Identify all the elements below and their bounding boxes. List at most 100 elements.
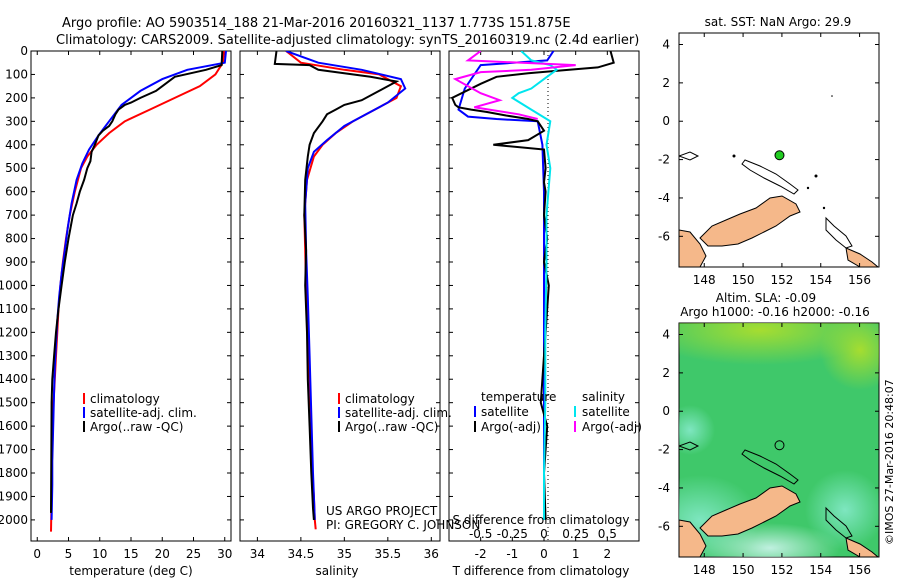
y-tick-label: 500 bbox=[5, 161, 28, 175]
x-tick-label: 10 bbox=[92, 547, 107, 561]
series-salinity-argo-adj- bbox=[452, 51, 576, 120]
map-x-tick-label: 154 bbox=[809, 563, 832, 577]
salinity-series bbox=[273, 51, 407, 530]
series-argo-raw-qc- bbox=[273, 51, 400, 520]
series-climatology bbox=[285, 51, 403, 530]
salinity-frame bbox=[239, 50, 441, 542]
salinity-diff-tick-label: 0 bbox=[540, 527, 548, 541]
difference-series bbox=[450, 51, 615, 520]
temperature-panel: 0100200300400500600700800900100011001200… bbox=[0, 44, 232, 578]
series-salinity-satellite bbox=[510, 51, 559, 520]
map-y-tick-label: -2 bbox=[658, 443, 670, 457]
sla-map-field bbox=[679, 323, 879, 557]
salinity-diff-tick-label: 0.5 bbox=[598, 527, 617, 541]
map-y-tick-label: 2 bbox=[662, 366, 670, 380]
bougainville-island bbox=[825, 216, 853, 249]
x-tick-label: -1 bbox=[506, 547, 518, 561]
project-credit: US ARGO PROJECT bbox=[326, 504, 438, 518]
float-position-marker bbox=[774, 440, 785, 451]
sla-map-y-ticks: 4 2 0 -2 -4 -6 bbox=[658, 328, 879, 533]
admiralty-islands bbox=[679, 151, 700, 161]
y-tick-label: 900 bbox=[5, 255, 28, 269]
salinity-diff-tick-label: -0.25 bbox=[497, 527, 528, 541]
header-line1: Argo profile: AO 5903514_188 21-Mar-2016… bbox=[62, 16, 571, 31]
x-tick-label: 1 bbox=[572, 547, 580, 561]
x-tick-label: 34 bbox=[250, 547, 265, 561]
sst-map-y-ticks: 4 2 0 -2 -4 -6 bbox=[658, 38, 879, 243]
sla-map-panel: Altim. SLA: -0.09 Argo h1000: -0.16 h200… bbox=[658, 291, 880, 577]
sla-map-title-line2: Argo h1000: -0.16 h2000: -0.16 bbox=[680, 305, 870, 319]
x-tick-label: 25 bbox=[186, 547, 201, 561]
x-tick-label: 34.5 bbox=[288, 547, 315, 561]
x-tick-label: 0 bbox=[33, 547, 41, 561]
small-island-2 bbox=[814, 174, 818, 178]
y-tick-label: 100 bbox=[5, 67, 28, 81]
map-x-tick-label: 152 bbox=[770, 563, 793, 577]
map-x-tick-label: 154 bbox=[809, 273, 832, 287]
salinity-panel: 34 34.5 35 35.5 36 salinity climatology sate… bbox=[239, 50, 480, 578]
salinity-y-ticks bbox=[240, 50, 440, 521]
series-satellite-adj-clim- bbox=[50, 51, 227, 520]
map-y-tick-label: -4 bbox=[658, 191, 670, 205]
y-tick-label: 700 bbox=[5, 208, 28, 222]
imos-credit: ©IMOS 27-Mar-2016 20:48:07 bbox=[883, 379, 896, 545]
small-island-5 bbox=[822, 206, 826, 210]
series-temperature-satellite bbox=[457, 51, 555, 520]
sst-map-panel: sat. SST: NaN Argo: 29.9 4 2 0 -2 -4 -6 148 15… bbox=[658, 15, 880, 287]
x-tick-label: 20 bbox=[155, 547, 170, 561]
map-y-tick-label: -4 bbox=[658, 481, 670, 495]
x-tick-label: 15 bbox=[123, 547, 138, 561]
new-guinea-coast bbox=[679, 229, 707, 267]
map-y-tick-label: 4 bbox=[662, 38, 670, 52]
y-tick-label: 1100 bbox=[0, 302, 28, 316]
new-ireland-island bbox=[741, 449, 799, 485]
y-tick-label: 1300 bbox=[0, 349, 28, 363]
new-ireland-island bbox=[741, 159, 799, 195]
small-island-1 bbox=[732, 154, 736, 158]
y-tick-label: 1900 bbox=[0, 489, 28, 503]
legend-label-climatology: climatology bbox=[345, 392, 415, 406]
y-tick-label: 800 bbox=[5, 232, 28, 246]
sla-map-x-ticks: 148 150 152 154 156 bbox=[693, 323, 871, 577]
series-argo-raw-qc- bbox=[50, 51, 224, 513]
legend-label-t-argo: Argo(-adj) bbox=[481, 420, 541, 434]
map-y-tick-label: 4 bbox=[662, 328, 670, 342]
difference-x-ticks: -2 -1 0 1 2 bbox=[475, 51, 611, 561]
new-britain-island bbox=[699, 195, 801, 247]
map-y-tick-label: 0 bbox=[662, 114, 670, 128]
map-x-tick-label: 150 bbox=[732, 273, 755, 287]
map-x-tick-label: 150 bbox=[732, 563, 755, 577]
temperature-legend: climatology satellite-adj. clim. Argo(..… bbox=[83, 392, 197, 434]
legend-title-temperature: temperature bbox=[481, 390, 556, 404]
x-tick-label: 2 bbox=[604, 547, 612, 561]
difference-legend: temperature satellite Argo(-adj) salinit… bbox=[474, 390, 642, 434]
temperature-y-ticks: 0 100 200 300 400 500 600 700 800 900 1000 1100 1200… bbox=[0, 44, 231, 527]
y-tick-label: 600 bbox=[5, 185, 28, 199]
sla-map-title-line1: Altim. SLA: -0.09 bbox=[716, 291, 816, 305]
y-tick-label: 1400 bbox=[0, 372, 28, 386]
map-x-tick-label: 148 bbox=[693, 563, 716, 577]
t-difference-label: T difference from climatology bbox=[452, 564, 630, 578]
y-tick-label: 300 bbox=[5, 114, 28, 128]
salinity-diff-tick-label: -0.5 bbox=[469, 527, 492, 541]
float-position-marker bbox=[774, 150, 785, 161]
legend-label-argo: Argo(..raw -QC) bbox=[345, 420, 438, 434]
salinity-x-ticks: 34 34.5 35 35.5 36 bbox=[250, 51, 439, 561]
legend-title-salinity: salinity bbox=[582, 390, 625, 404]
y-tick-label: 1700 bbox=[0, 443, 28, 457]
x-tick-label: 35.5 bbox=[374, 547, 401, 561]
map-y-tick-label: 0 bbox=[662, 404, 670, 418]
map-x-tick-label: 152 bbox=[770, 273, 793, 287]
x-tick-label: 30 bbox=[217, 547, 232, 561]
legend-label-satellite: satellite-adj. clim. bbox=[345, 406, 452, 420]
salinity-diff-ticks: -0.5 -0.25 0 0.25 0.5 bbox=[469, 527, 617, 541]
sla-low-west bbox=[679, 405, 715, 455]
x-tick-label: -2 bbox=[475, 547, 487, 561]
sla-high-northeast bbox=[820, 323, 879, 390]
header-line2: Climatology: CARS2009. Satellite-adjuste… bbox=[56, 33, 639, 48]
map-x-tick-label: 156 bbox=[848, 563, 871, 577]
y-tick-label: 1200 bbox=[0, 325, 28, 339]
y-tick-label: 1000 bbox=[0, 278, 28, 292]
legend-label-climatology: climatology bbox=[90, 392, 160, 406]
